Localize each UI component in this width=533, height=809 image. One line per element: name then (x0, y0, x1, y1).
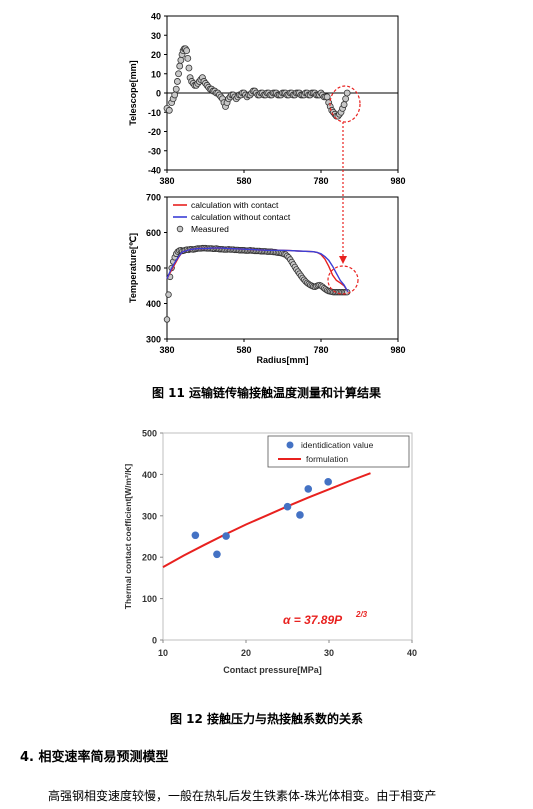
legend-box (267, 435, 410, 468)
figure-11-caption: 图 11 运输链传输接触温度测量和计算结果 (151, 386, 382, 400)
telescope-point (183, 47, 191, 55)
x-tick-label: 20 (241, 648, 251, 658)
identification-point (304, 485, 313, 493)
contact-coefficient-plot: 500 400 300 200 100 010 20 30 40 Contact pressure… (123, 429, 417, 676)
identification-point (296, 511, 304, 519)
x-axis-label: Radius[mm] (256, 355, 308, 365)
identification-point (191, 531, 200, 540)
y-tick-label: -30 (148, 146, 161, 156)
y-axis-label: Thermal contact coefficient[W/m²/K] (123, 464, 133, 610)
telescope-point (184, 54, 192, 62)
y-tick-label: 400 (142, 470, 157, 480)
identification-point (283, 502, 292, 511)
y-tick-label: 600 (146, 228, 161, 238)
telescope-point (342, 95, 350, 103)
telescope-point (343, 89, 351, 97)
x-tick-label: 10 (158, 648, 168, 658)
x-tick-label: 780 (313, 176, 328, 186)
y-tick-label: 500 (142, 429, 157, 439)
y-tick-label: -20 (148, 127, 161, 137)
highlight-ellipse-top (329, 85, 361, 123)
y-tick-label: 500 (146, 264, 161, 274)
y-tick-label: 300 (142, 511, 157, 521)
y-tick-label: 20 (151, 50, 161, 60)
legend-label: Measured (191, 224, 229, 234)
y-tick-label: 300 (146, 335, 161, 345)
telescope-point (323, 93, 331, 101)
x-tick-label: 580 (236, 176, 251, 186)
connector-arrow-head (339, 256, 347, 264)
x-tick-label: 30 (324, 648, 334, 658)
x-tick-label: 980 (390, 345, 405, 355)
identification-point (324, 478, 332, 486)
telescope-point (165, 106, 173, 114)
x-axis-label: Contact pressure[MPa] (223, 665, 322, 675)
formula-annotation: α = 37.89P (283, 613, 343, 627)
telescope-point (175, 70, 182, 78)
telescope-point (172, 85, 180, 93)
y-axis-label: Temperature[℃] (128, 233, 138, 303)
section-heading: 4. 相变速率简易预测模型 (20, 750, 169, 765)
legend: calculation with contact calculation with… (173, 200, 291, 234)
legend-swatch (286, 441, 294, 449)
plot-frame (162, 432, 413, 641)
x-tick-label: 380 (159, 345, 174, 355)
telescope-point (176, 62, 184, 70)
x-tick-label: 40 (407, 648, 417, 658)
identification-point (213, 550, 221, 559)
telescope-point (177, 56, 185, 64)
x-tick-label: 580 (236, 345, 251, 355)
legend-label: calculation with contact (191, 200, 279, 210)
formula-exponent: 2/3 (355, 610, 368, 619)
y-tick-label: -40 (148, 166, 161, 176)
telescope-point (185, 64, 193, 72)
without-contact-line (166, 247, 349, 293)
telescope-point (340, 101, 348, 108)
body-paragraph: 高强钢相变速度较慢，一般在热轧后发生铁素体-珠光体相变。由于相变产 (48, 789, 437, 803)
identification-point (222, 532, 230, 540)
telescope-point (171, 91, 179, 99)
legend-label: identidication value (301, 440, 374, 450)
measured-point (163, 316, 171, 323)
x-tick-label: 980 (390, 176, 405, 186)
y-tick-label: 0 (152, 636, 157, 646)
y-tick-label: 200 (142, 553, 157, 563)
formulation-line (162, 472, 371, 568)
telescope-point (173, 78, 181, 85)
y-tick-label: -10 (148, 108, 161, 118)
legend-label: formulation (306, 454, 348, 464)
y-tick-label: 100 (142, 594, 157, 604)
y-tick-label: 700 (146, 193, 161, 203)
y-tick-label: 30 (151, 31, 161, 41)
measured-point (165, 291, 172, 298)
legend: identidication value formulation (267, 435, 410, 468)
y-tick-label: 0 (156, 89, 161, 99)
fig11-annotations (327, 85, 361, 295)
y-tick-label: 400 (146, 299, 161, 309)
x-tick-label: 780 (313, 345, 328, 355)
legend-swatch (176, 225, 184, 233)
x-tick-label: 380 (159, 176, 174, 186)
y-axis-label: Telescope[mm] (128, 60, 138, 125)
legend-label: calculation without contact (191, 212, 291, 222)
figure-12-chart: 500 400 300 200 100 010 20 30 40 Contact pressure… (123, 429, 417, 676)
highlight-ellipse-bottom (327, 265, 359, 295)
figure-12-caption: 图 12 接触压力与热接触系数的关系 (169, 712, 364, 726)
y-tick-label: 10 (151, 69, 161, 79)
y-tick-label: 40 (151, 12, 161, 22)
